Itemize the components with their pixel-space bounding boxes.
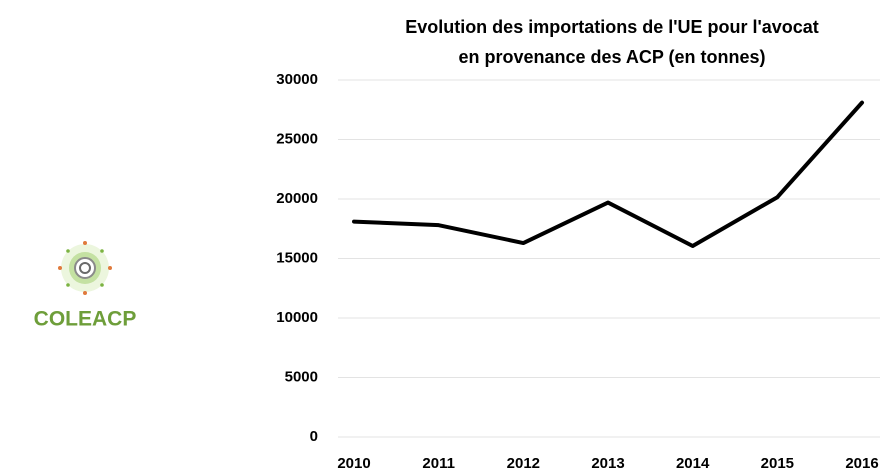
x-tick-label: 2012	[507, 455, 540, 472]
x-tick-label: 2011	[422, 455, 455, 472]
x-tick-label: 2015	[761, 455, 794, 472]
y-tick-label: 0	[310, 428, 318, 445]
logo-icon	[58, 241, 112, 295]
x-tick-label: 2014	[676, 455, 710, 472]
logo-text: COLEACP	[34, 308, 137, 331]
x-tick-label: 2016	[845, 455, 878, 472]
y-tick-label: 5000	[285, 368, 318, 385]
chart-title: en provenance des ACP (en tonnes)	[458, 47, 765, 67]
x-tick-label: 2010	[337, 455, 370, 472]
line	[352, 100, 864, 249]
y-tick-label: 25000	[276, 130, 318, 147]
chart-title: Evolution des importations de l'UE pour …	[405, 17, 819, 37]
y-tick-label: 20000	[276, 190, 318, 207]
y-tick-label: 10000	[276, 309, 318, 326]
y-tick-label: 15000	[276, 249, 318, 266]
y-tick-label: 30000	[276, 71, 318, 88]
x-tick-label: 2013	[591, 455, 624, 472]
